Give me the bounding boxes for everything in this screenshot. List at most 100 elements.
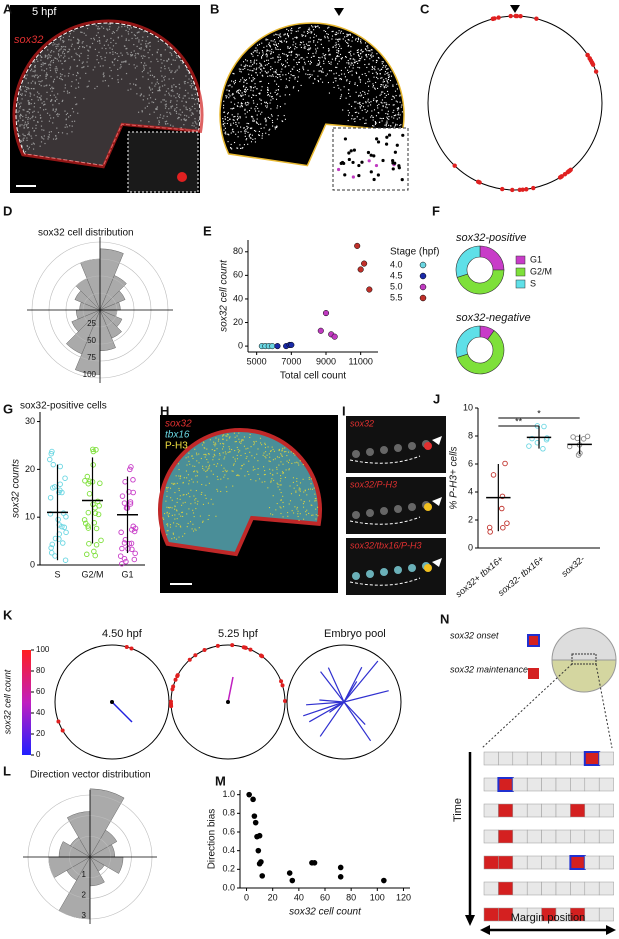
- cell: [227, 141, 229, 143]
- cell: [295, 491, 297, 493]
- cell: [312, 26, 314, 28]
- cell: [45, 75, 47, 78]
- cell: [348, 112, 350, 114]
- cell: [256, 118, 258, 120]
- cell: [135, 53, 137, 55]
- legend-label: G2/M: [530, 266, 552, 276]
- cell: [61, 79, 64, 81]
- cell: [240, 71, 242, 73]
- cell: [398, 112, 400, 114]
- cell: [30, 70, 32, 72]
- cell: [127, 31, 129, 33]
- cell: [266, 49, 268, 51]
- cell: [35, 124, 37, 126]
- x-axis-label: sox32 cell count: [289, 907, 362, 918]
- cell: [136, 37, 139, 39]
- cell: [34, 74, 37, 76]
- cell: [254, 59, 256, 61]
- cell: [104, 79, 106, 82]
- cell: [234, 115, 236, 118]
- cell: [72, 74, 74, 76]
- cell: [292, 68, 294, 70]
- cell-dot: [508, 13, 513, 19]
- cell: [293, 452, 295, 454]
- cell: [388, 118, 390, 120]
- cell: [233, 119, 235, 121]
- cell: [311, 488, 314, 490]
- cell: [30, 135, 32, 137]
- cell: [399, 94, 401, 96]
- cell: [290, 32, 292, 34]
- cell: [174, 514, 176, 516]
- cell: [570, 751, 586, 766]
- cell: [43, 129, 45, 131]
- cell: [63, 48, 65, 51]
- cell: [241, 103, 243, 105]
- cell: [71, 125, 73, 127]
- cell: [203, 442, 205, 444]
- cell: [147, 52, 149, 54]
- cell: [95, 34, 98, 37]
- cell: [255, 50, 257, 52]
- cell: [310, 60, 312, 62]
- cell: [376, 105, 379, 107]
- cell: [225, 453, 227, 455]
- cell: [48, 55, 50, 57]
- cell: [279, 475, 282, 477]
- cell: [370, 116, 372, 118]
- cell: [365, 54, 367, 57]
- cell: [233, 432, 235, 434]
- cell: [51, 59, 53, 62]
- cell: [269, 460, 271, 463]
- panel-letter: K: [3, 607, 13, 622]
- cell: [164, 68, 166, 70]
- cell: [32, 111, 34, 113]
- cell: [248, 123, 250, 125]
- cell: [265, 124, 267, 126]
- cell: [383, 80, 385, 83]
- cell: [265, 119, 267, 121]
- cell: [276, 73, 279, 75]
- cell: [224, 469, 226, 471]
- cell-dot: [187, 657, 192, 662]
- cell: [282, 63, 284, 66]
- cell: [94, 48, 96, 51]
- cell: [54, 57, 56, 59]
- cell: [256, 453, 258, 455]
- cell: [257, 460, 259, 462]
- cell: [332, 46, 335, 48]
- cell: [156, 117, 159, 119]
- cell: [243, 81, 245, 83]
- cell: [17, 111, 19, 113]
- inset-cell: [342, 161, 346, 166]
- cell: [52, 117, 55, 119]
- vector: [111, 701, 133, 723]
- sample-dot: [56, 489, 62, 496]
- cell: [194, 88, 196, 90]
- cell: [44, 54, 46, 56]
- cell: [233, 131, 235, 133]
- vector: [343, 701, 372, 742]
- cell: [40, 81, 42, 83]
- cell: [243, 130, 246, 132]
- cell: [340, 69, 342, 72]
- cell: [98, 28, 100, 30]
- cell: [358, 60, 360, 62]
- cell: [237, 451, 240, 453]
- cell: [347, 34, 349, 37]
- cell: [285, 74, 287, 76]
- embryo: [158, 428, 322, 557]
- cell: [244, 88, 246, 91]
- sample-dot: [130, 523, 137, 530]
- cell: [145, 40, 147, 42]
- cell: [172, 90, 174, 92]
- cell: [277, 486, 279, 488]
- cell: [263, 60, 266, 62]
- cell: [177, 116, 180, 119]
- cell: [99, 27, 101, 30]
- cell: [281, 471, 284, 473]
- cell: [294, 454, 296, 456]
- cell: [498, 855, 514, 870]
- cell: [308, 41, 310, 43]
